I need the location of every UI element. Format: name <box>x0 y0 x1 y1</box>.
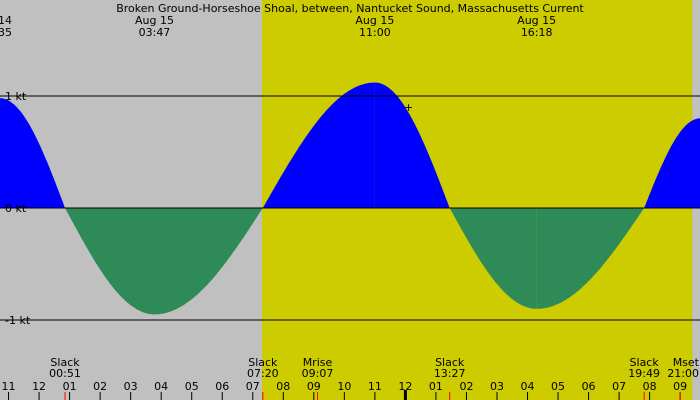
flood-current-area <box>374 82 450 208</box>
flood-current-area <box>644 118 700 208</box>
hour-label: 08 <box>276 380 290 393</box>
hour-label: 11 <box>368 380 382 393</box>
ebb-current-area <box>536 208 645 309</box>
y-tick-label: -1 kt <box>5 314 31 327</box>
event-time: 09:07 <box>302 367 334 380</box>
hour-axis: 11 12 01 02 03 04 05 06 07 08 09 10 11 12 01 02 03 04 05 06… <box>2 380 687 400</box>
hour-label: 03 <box>490 380 504 393</box>
top-label-time: 35 <box>0 26 12 39</box>
hour-label: 07 <box>612 380 626 393</box>
top-label-time: 03:47 <box>139 26 171 39</box>
event-time: 00:51 <box>49 367 81 380</box>
event-label: Slack <box>435 356 465 369</box>
top-label-time: 16:18 <box>521 26 553 39</box>
y-tick-label: 0 kt <box>5 202 27 215</box>
ebb-current-area <box>449 208 537 309</box>
top-label-date: Aug 15 <box>355 14 394 27</box>
hour-label: 06 <box>215 380 229 393</box>
gridlines <box>0 95 700 321</box>
hour-label: 01 <box>429 380 443 393</box>
ebb-current-area <box>65 208 155 315</box>
hour-label: 05 <box>185 380 199 393</box>
hour-label: 05 <box>551 380 565 393</box>
event-labels: Slack00:51Slack07:20Mrise09:07Slack13:27… <box>49 356 700 380</box>
position-marker: + <box>404 101 413 114</box>
hour-label: 12 <box>398 380 412 393</box>
event-time: 07:20 <box>247 367 279 380</box>
event-time: 13:27 <box>434 367 466 380</box>
hour-label: 02 <box>93 380 107 393</box>
event-label: Slack <box>50 356 80 369</box>
hour-label: 07 <box>246 380 260 393</box>
y-axis-labels: 1 kt 0 kt -1 kt <box>5 90 31 327</box>
marker-layer: + <box>404 101 413 114</box>
hour-label: 11 <box>2 380 16 393</box>
flood-current-area <box>0 98 65 208</box>
hour-label: 09 <box>307 380 321 393</box>
hour-label: 01 <box>63 380 77 393</box>
top-label-date: Aug 15 <box>135 14 174 27</box>
top-label-time: 11:00 <box>359 26 391 39</box>
top-label-date: Aug 15 <box>517 14 556 27</box>
hour-label: 02 <box>459 380 473 393</box>
hour-label: 10 <box>337 380 351 393</box>
chart-title: Broken Ground-Horseshoe Shoal, between, … <box>116 2 584 15</box>
ebb-current-area <box>154 208 263 315</box>
hour-label: 08 <box>643 380 657 393</box>
hour-label: 04 <box>154 380 168 393</box>
y-tick-label: 1 kt <box>5 90 27 103</box>
event-label: Mrise <box>303 356 333 369</box>
hour-label: 03 <box>124 380 138 393</box>
hour-label: 04 <box>521 380 535 393</box>
flood-current-area <box>262 82 375 208</box>
event-label: Mset <box>673 356 700 369</box>
current-curve-layer <box>0 82 700 315</box>
event-label: Slack <box>248 356 278 369</box>
event-time: 21:00 <box>667 367 699 380</box>
hour-label: 09 <box>673 380 687 393</box>
event-label: Slack <box>630 356 660 369</box>
hour-label: 06 <box>582 380 596 393</box>
hour-label: 12 <box>32 380 46 393</box>
event-time: 19:49 <box>628 367 660 380</box>
top-label-date: 14 <box>0 14 12 27</box>
